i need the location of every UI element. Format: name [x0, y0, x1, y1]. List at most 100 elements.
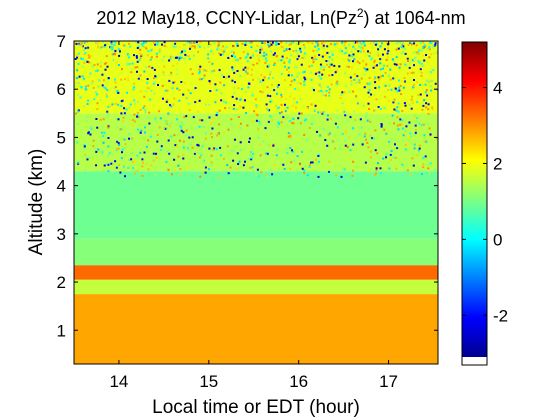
noise-pixel: [175, 73, 178, 76]
noise-pixel: [163, 66, 166, 69]
noise-pixel: [272, 53, 275, 56]
noise-pixel: [418, 61, 421, 64]
noise-pixel: [132, 119, 135, 121]
noise-pixel: [231, 66, 234, 69]
noise-pixel: [413, 143, 416, 146]
noise-pixel: [113, 53, 116, 56]
noise-pixel: [180, 126, 183, 129]
noise-pixel: [90, 126, 93, 128]
noise-pixel: [155, 55, 158, 58]
noise-pixel: [370, 93, 372, 96]
noise-pixel: [102, 41, 104, 43]
noise-pixel: [248, 157, 251, 160]
noise-pixel: [403, 47, 406, 50]
noise-pixel: [413, 60, 416, 63]
noise-pixel: [406, 57, 409, 60]
noise-pixel: [127, 42, 130, 45]
noise-pixel: [232, 54, 235, 56]
noise-pixel: [150, 56, 153, 59]
noise-pixel: [198, 126, 201, 128]
noise-pixel: [154, 117, 157, 120]
noise-pixel: [235, 108, 238, 111]
noise-pixel: [387, 89, 390, 91]
noise-pixel: [201, 119, 204, 122]
noise-pixel: [102, 118, 105, 121]
noise-pixel: [101, 84, 104, 87]
noise-pixel: [263, 54, 266, 57]
noise-pixel: [344, 41, 347, 44]
noise-pixel: [284, 65, 286, 68]
noise-pixel: [250, 68, 253, 71]
noise-pixel: [259, 90, 262, 93]
noise-pixel: [82, 49, 85, 52]
y-tick-label: 5: [57, 128, 66, 147]
noise-pixel: [95, 91, 97, 94]
noise-pixel: [369, 156, 372, 159]
noise-pixel: [230, 123, 233, 126]
noise-pixel: [407, 136, 410, 139]
noise-pixel: [277, 106, 280, 109]
noise-pixel: [103, 62, 106, 65]
noise-pixel: [197, 144, 200, 147]
noise-pixel: [172, 81, 175, 84]
noise-pixel: [105, 62, 108, 65]
noise-pixel: [96, 46, 99, 49]
noise-pixel: [245, 91, 248, 94]
noise-pixel: [374, 129, 377, 132]
noise-pixel: [417, 52, 420, 55]
noise-pixel: [170, 71, 173, 74]
noise-pixel: [393, 122, 396, 125]
noise-pixel: [417, 94, 420, 96]
noise-pixel: [83, 147, 86, 150]
noise-pixel: [173, 158, 176, 161]
noise-pixel: [416, 117, 419, 120]
noise-pixel: [394, 143, 396, 146]
noise-pixel: [431, 46, 434, 49]
noise-pixel: [236, 152, 239, 155]
noise-pixel: [379, 167, 382, 170]
noise-pixel: [271, 41, 274, 44]
noise-pixel: [83, 61, 86, 64]
noise-pixel: [240, 88, 243, 90]
noise-pixel: [328, 94, 331, 97]
noise-pixel: [248, 82, 251, 85]
noise-pixel: [106, 65, 109, 68]
noise-pixel: [145, 90, 148, 93]
noise-pixel: [284, 103, 286, 106]
noise-pixel: [162, 73, 165, 76]
noise-pixel: [296, 122, 299, 125]
noise-pixel: [136, 47, 139, 49]
noise-pixel: [248, 137, 251, 140]
noise-pixel: [395, 63, 398, 66]
noise-pixel: [282, 163, 285, 166]
noise-pixel: [100, 131, 103, 134]
noise-pixel: [308, 165, 311, 168]
noise-pixel: [139, 108, 142, 111]
noise-pixel: [403, 102, 406, 105]
noise-pixel: [113, 51, 116, 54]
noise-pixel: [292, 117, 295, 120]
noise-pixel: [208, 116, 211, 119]
noise-pixel: [175, 68, 178, 71]
noise-pixel: [202, 77, 205, 80]
noise-pixel: [263, 170, 266, 172]
noise-pixel: [304, 78, 307, 81]
noise-pixel: [422, 123, 425, 126]
noise-pixel: [84, 155, 87, 158]
noise-pixel: [350, 83, 353, 86]
noise-pixel: [92, 139, 95, 142]
noise-pixel: [122, 43, 125, 46]
noise-pixel: [218, 123, 221, 126]
noise-pixel: [317, 43, 320, 46]
noise-pixel: [348, 90, 351, 93]
noise-pixel: [193, 88, 196, 91]
noise-pixel: [126, 62, 128, 65]
noise-pixel: [410, 41, 413, 44]
noise-pixel: [102, 141, 105, 144]
noise-pixel: [368, 55, 371, 58]
noise-pixel: [234, 81, 236, 84]
noise-pixel: [173, 97, 176, 100]
noise-pixel: [310, 78, 313, 81]
noise-pixel: [381, 42, 383, 45]
noise-pixel: [260, 171, 263, 174]
